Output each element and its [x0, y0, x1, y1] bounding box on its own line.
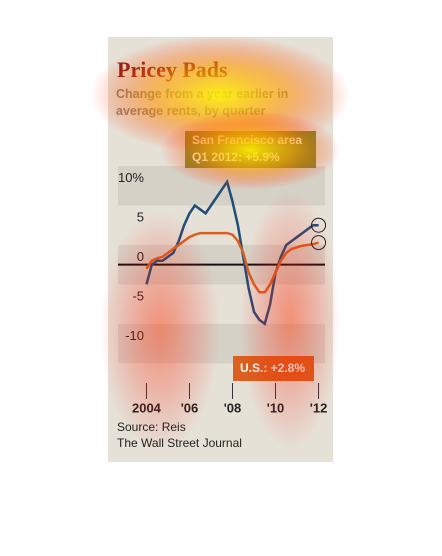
grid-band	[118, 166, 325, 206]
subtitle: Change from a year earlier in average re…	[116, 87, 289, 118]
annotation: San Francisco area	[192, 133, 302, 147]
subtitle-box: Change from a year earlier in average re…	[116, 87, 289, 118]
credit: The Wall Street Journal	[117, 436, 242, 450]
y-tick-label: 5	[137, 210, 144, 225]
x-tick-label: '06	[181, 400, 199, 415]
source: Source: Reis	[117, 420, 186, 434]
y-tick-label: -5	[132, 289, 144, 304]
y-tick-label: -10	[125, 328, 144, 343]
x-tick-label: '12	[310, 400, 328, 415]
annotation: Q1 2012: +5.9%	[192, 150, 280, 164]
y-tick-label: 10%	[118, 170, 144, 185]
x-tick-label: '08	[224, 400, 242, 415]
annotation: U.S.: +2.8%	[240, 361, 305, 375]
y-tick-label: 0	[137, 249, 144, 264]
x-tick-label: 2004	[132, 400, 162, 415]
x-tick-label: '10	[267, 400, 285, 415]
chart-title: Pricey Pads	[117, 57, 228, 82]
